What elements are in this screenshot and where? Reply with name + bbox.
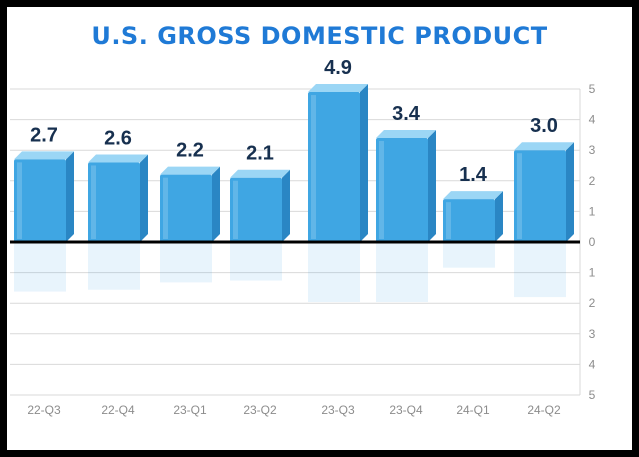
bar-side bbox=[140, 154, 148, 242]
y-tick-label: 5 bbox=[589, 82, 596, 96]
bar-top bbox=[14, 151, 74, 160]
bar-highlight bbox=[163, 177, 168, 239]
bar-highlight bbox=[379, 140, 384, 239]
data-label: 4.9 bbox=[324, 57, 352, 79]
bar bbox=[160, 174, 212, 242]
bar bbox=[376, 137, 428, 242]
bar-highlight bbox=[517, 153, 522, 239]
bar-side bbox=[360, 84, 368, 242]
bar-highlight bbox=[233, 180, 238, 239]
bar-side bbox=[282, 169, 290, 242]
y-tick-label: 2 bbox=[589, 296, 596, 310]
bar-reflection bbox=[514, 242, 566, 298]
bar-reflection bbox=[376, 242, 428, 302]
bar-side bbox=[566, 142, 574, 242]
x-tick-label: 23-Q3 bbox=[321, 403, 355, 417]
bar-highlight bbox=[17, 162, 22, 239]
bar-top bbox=[160, 166, 220, 175]
bar-top bbox=[514, 142, 574, 151]
y-tick-label: 3 bbox=[589, 327, 596, 341]
x-tick-label: 22-Q3 bbox=[27, 403, 61, 417]
y-tick-label: 5 bbox=[589, 388, 596, 402]
bar-side bbox=[66, 151, 74, 242]
bar-top bbox=[88, 154, 148, 163]
bar-side bbox=[428, 129, 436, 242]
bar-top bbox=[376, 129, 436, 138]
bar bbox=[230, 177, 282, 242]
x-tick-label: 23-Q1 bbox=[173, 403, 207, 417]
bar-reflection bbox=[88, 242, 140, 290]
bar-reflection bbox=[230, 242, 282, 281]
x-tick-label: 23-Q4 bbox=[389, 403, 423, 417]
y-tick-label: 2 bbox=[589, 174, 596, 188]
chart-title: U.S. GROSS DOMESTIC PRODUCT bbox=[91, 22, 548, 50]
data-label: 1.4 bbox=[459, 164, 488, 186]
y-tick-label: 4 bbox=[589, 113, 596, 127]
bar-reflection bbox=[443, 242, 495, 268]
bar bbox=[14, 159, 66, 242]
x-tick-label: 24-Q2 bbox=[527, 403, 561, 417]
bar-reflection bbox=[160, 242, 212, 283]
data-label: 2.7 bbox=[30, 124, 58, 146]
data-label: 2.2 bbox=[176, 140, 204, 162]
y-tick-label: 1 bbox=[589, 266, 596, 280]
y-tick-label: 4 bbox=[589, 357, 596, 371]
bar-reflection bbox=[14, 242, 66, 292]
data-label: 2.1 bbox=[246, 143, 274, 165]
bar-side bbox=[212, 166, 220, 242]
bar bbox=[443, 199, 495, 242]
x-tick-label: 24-Q1 bbox=[456, 403, 490, 417]
bar-highlight bbox=[446, 202, 451, 239]
bar-top bbox=[308, 84, 368, 93]
data-label: 3.4 bbox=[392, 103, 421, 125]
bar-top bbox=[443, 191, 503, 200]
bar-highlight bbox=[91, 165, 96, 239]
bar-highlight bbox=[311, 95, 316, 239]
bar-reflection bbox=[308, 242, 360, 302]
bar bbox=[514, 150, 566, 242]
data-label: 3.0 bbox=[530, 115, 558, 137]
bar-side bbox=[495, 191, 503, 242]
data-label: 2.6 bbox=[104, 127, 132, 149]
bar bbox=[308, 92, 360, 242]
bar bbox=[88, 162, 140, 242]
y-tick-label: 0 bbox=[589, 235, 596, 249]
x-tick-label: 22-Q4 bbox=[101, 403, 135, 417]
x-tick-label: 23-Q2 bbox=[243, 403, 277, 417]
y-tick-label: 1 bbox=[589, 204, 596, 218]
y-tick-label: 3 bbox=[589, 143, 596, 157]
bar-top bbox=[230, 169, 290, 178]
